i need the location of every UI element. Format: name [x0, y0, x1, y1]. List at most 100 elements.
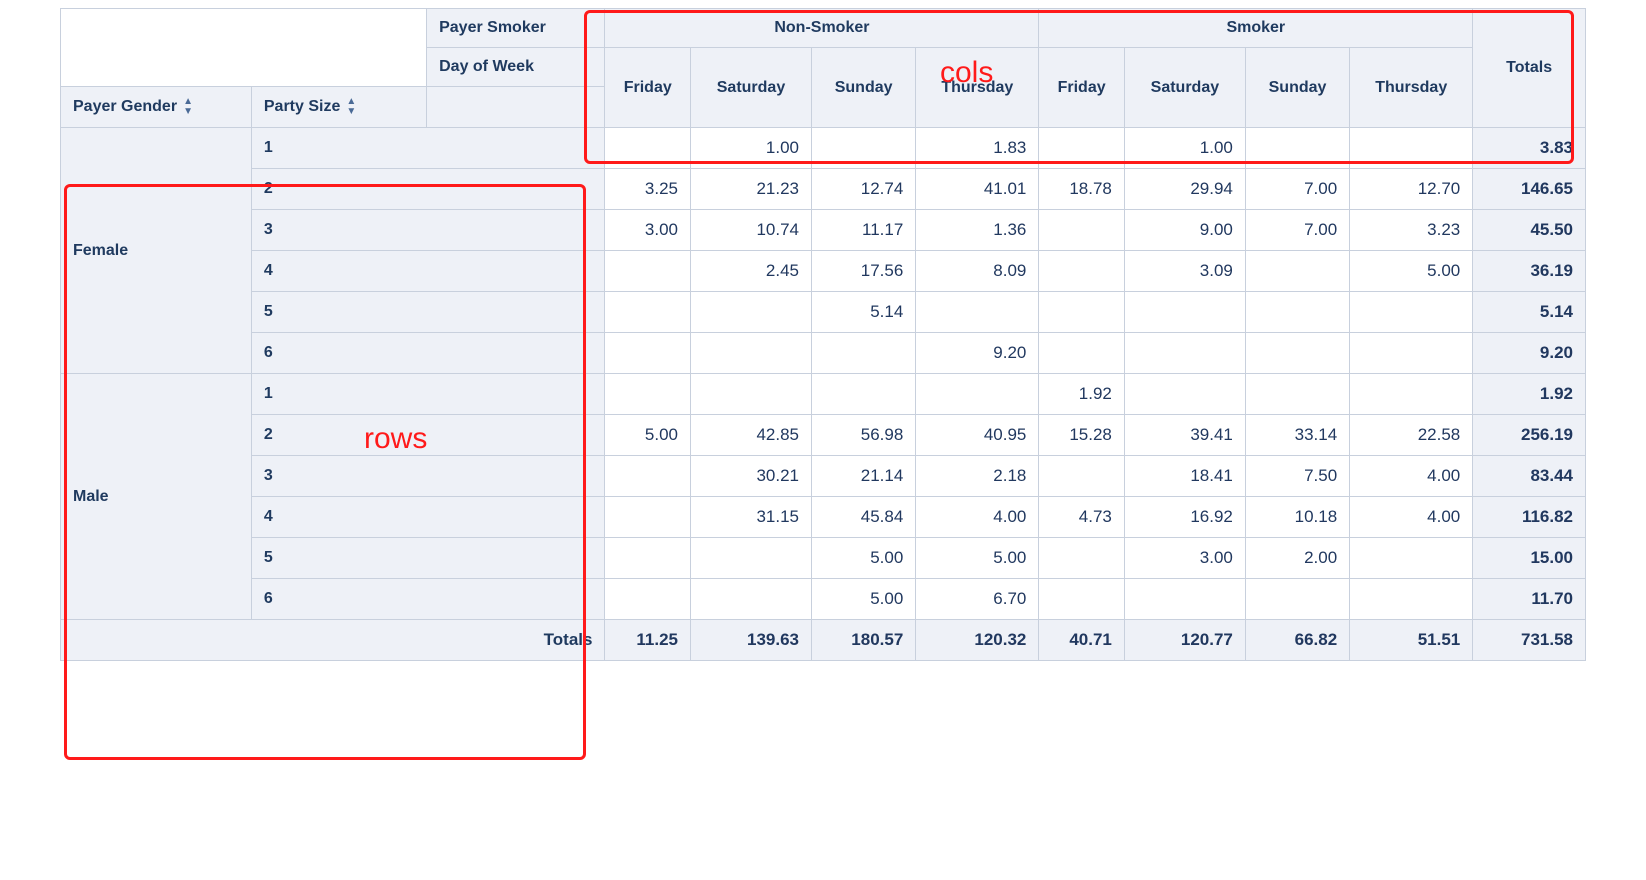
- row-field-party-size-label: Party Size: [264, 98, 340, 116]
- cell: [691, 292, 812, 333]
- row-total: 83.44: [1473, 456, 1586, 497]
- cell: 18.41: [1124, 456, 1245, 497]
- cell: 40.95: [916, 415, 1039, 456]
- row-group-female[interactable]: Female: [61, 128, 252, 374]
- cell: 5.00: [1350, 251, 1473, 292]
- cell: 4.00: [1350, 497, 1473, 538]
- row-total: 36.19: [1473, 251, 1586, 292]
- col-field-payer-smoker[interactable]: Payer Smoker: [427, 9, 605, 48]
- row-key-male-1[interactable]: 1: [251, 374, 605, 415]
- row-key-female-5[interactable]: 5: [251, 292, 605, 333]
- cell: [691, 374, 812, 415]
- row-field-party-size[interactable]: Party Size ▲▼: [251, 87, 426, 128]
- cell: [605, 538, 691, 579]
- row-key-female-1[interactable]: 1: [251, 128, 605, 169]
- cell: [811, 374, 915, 415]
- cell: [1350, 538, 1473, 579]
- cell: 9.20: [916, 333, 1039, 374]
- cell: 21.14: [811, 456, 915, 497]
- cell: 11.17: [811, 210, 915, 251]
- col-day-0-thursday[interactable]: Thursday: [916, 48, 1039, 128]
- row-key-female-6[interactable]: 6: [251, 333, 605, 374]
- col-total: 139.63: [691, 620, 812, 661]
- cell: [605, 251, 691, 292]
- cell: 56.98: [811, 415, 915, 456]
- col-day-1-saturday[interactable]: Saturday: [1124, 48, 1245, 128]
- col-day-0-sunday[interactable]: Sunday: [811, 48, 915, 128]
- cell: 3.23: [1350, 210, 1473, 251]
- cell: [691, 333, 812, 374]
- row-total: 5.14: [1473, 292, 1586, 333]
- row-total: 45.50: [1473, 210, 1586, 251]
- col-day-1-thursday[interactable]: Thursday: [1350, 48, 1473, 128]
- cell: 5.00: [811, 579, 915, 620]
- cell: 1.83: [916, 128, 1039, 169]
- row-key-female-4[interactable]: 4: [251, 251, 605, 292]
- row-total: 116.82: [1473, 497, 1586, 538]
- row-key-male-2[interactable]: 2: [251, 415, 605, 456]
- cell: 10.74: [691, 210, 812, 251]
- col-day-0-friday[interactable]: Friday: [605, 48, 691, 128]
- cell: [1124, 333, 1245, 374]
- totals-row-header: Totals: [61, 620, 605, 661]
- row-field-payer-gender[interactable]: Payer Gender▲▼: [61, 87, 252, 128]
- cell: 1.92: [1039, 374, 1125, 415]
- cell: 15.28: [1039, 415, 1125, 456]
- cell: [1245, 333, 1349, 374]
- cell: 31.15: [691, 497, 812, 538]
- row-key-male-5[interactable]: 5: [251, 538, 605, 579]
- sort-icon[interactable]: ▲▼: [346, 97, 356, 117]
- cell: 4.00: [916, 497, 1039, 538]
- cell: 10.18: [1245, 497, 1349, 538]
- row-total: 256.19: [1473, 415, 1586, 456]
- cell: 2.45: [691, 251, 812, 292]
- cell: 8.09: [916, 251, 1039, 292]
- row-key-female-3[interactable]: 3: [251, 210, 605, 251]
- cell: [1039, 251, 1125, 292]
- col-group-smoker[interactable]: Smoker: [1039, 9, 1473, 48]
- cell: 3.25: [605, 169, 691, 210]
- row-key-male-6[interactable]: 6: [251, 579, 605, 620]
- col-total: 120.77: [1124, 620, 1245, 661]
- cell: [1124, 579, 1245, 620]
- cell: [1124, 374, 1245, 415]
- cell: [916, 292, 1039, 333]
- cell: 4.00: [1350, 456, 1473, 497]
- cell: [1039, 128, 1125, 169]
- col-field-day-of-week[interactable]: Day of Week: [427, 48, 605, 87]
- cell: 9.00: [1124, 210, 1245, 251]
- cell: 16.92: [1124, 497, 1245, 538]
- row-total: 1.92: [1473, 374, 1586, 415]
- cell: [1039, 456, 1125, 497]
- col-day-1-sunday[interactable]: Sunday: [1245, 48, 1349, 128]
- cell: 29.94: [1124, 169, 1245, 210]
- col-total: 180.57: [811, 620, 915, 661]
- row-key-female-2[interactable]: 2: [251, 169, 605, 210]
- col-total: 120.32: [916, 620, 1039, 661]
- grand-total: 731.58: [1473, 620, 1586, 661]
- pivot-table: Payer SmokerNon-SmokerSmokerTotalsDay of…: [60, 8, 1586, 661]
- row-total: 146.65: [1473, 169, 1586, 210]
- row-key-male-4[interactable]: 4: [251, 497, 605, 538]
- cell: [1245, 374, 1349, 415]
- cell: 45.84: [811, 497, 915, 538]
- sort-icon[interactable]: ▲▼: [183, 97, 193, 117]
- cell: 39.41: [1124, 415, 1245, 456]
- cell: [1124, 292, 1245, 333]
- cell: [811, 333, 915, 374]
- col-day-1-friday[interactable]: Friday: [1039, 48, 1125, 128]
- cell: [811, 128, 915, 169]
- col-day-0-saturday[interactable]: Saturday: [691, 48, 812, 128]
- col-group-non-smoker[interactable]: Non-Smoker: [605, 9, 1039, 48]
- row-key-male-3[interactable]: 3: [251, 456, 605, 497]
- totals-column-header: Totals: [1473, 9, 1586, 128]
- cell: 21.23: [691, 169, 812, 210]
- cell: [1039, 333, 1125, 374]
- row-total: 11.70: [1473, 579, 1586, 620]
- cell: 3.09: [1124, 251, 1245, 292]
- cell: 5.14: [811, 292, 915, 333]
- row-group-male[interactable]: Male: [61, 374, 252, 620]
- col-total: 11.25: [605, 620, 691, 661]
- cell: [1039, 292, 1125, 333]
- cell: 3.00: [1124, 538, 1245, 579]
